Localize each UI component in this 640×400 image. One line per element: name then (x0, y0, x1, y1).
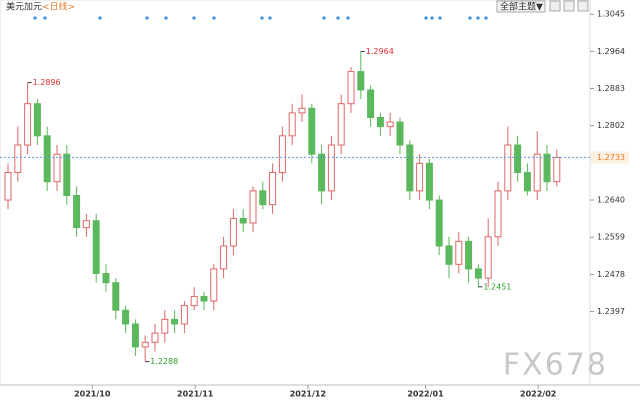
candle-body (200, 295, 208, 302)
x-tick-label: 2021/11 (177, 390, 214, 399)
period: <日线> (42, 1, 75, 13)
candle-body (543, 153, 551, 183)
candle-body (278, 135, 286, 174)
candle-body (318, 153, 326, 192)
event-dots (33, 16, 488, 20)
y-tick-label: 1.2559 (597, 233, 625, 242)
x-tick-label: 2022/01 (407, 390, 444, 399)
candle-body (396, 121, 404, 146)
candle-body (33, 103, 41, 137)
y-tick-label: 1.2640 (597, 196, 625, 205)
x-tick-label: 2021/10 (74, 390, 111, 399)
y-tick-label: 1.2478 (597, 270, 625, 279)
y-tick-label: 1.2802 (597, 121, 625, 130)
candle-body (523, 172, 531, 192)
candle-body (24, 103, 32, 146)
candle-body (347, 71, 355, 105)
candle-body (210, 268, 218, 302)
candle-body (474, 268, 482, 279)
candle-body (259, 190, 267, 206)
icon-button[interactable] (577, 0, 589, 12)
y-tick-label: 1.3045 (597, 10, 625, 19)
candle-body (376, 116, 384, 128)
candle-body (367, 89, 375, 118)
candle-body (416, 162, 424, 192)
candle-body (190, 295, 198, 307)
candle-body (484, 236, 492, 279)
candle-body (425, 162, 433, 201)
plot-area (0, 0, 591, 386)
watermark: FX678 (503, 348, 608, 383)
icon-button[interactable] (549, 0, 561, 12)
candle-body (504, 144, 512, 192)
x-tick-label: 2021/12 (290, 390, 326, 399)
candle-body (327, 144, 335, 192)
candle-body (151, 332, 159, 343)
candle-body (494, 190, 502, 238)
x-tick-label: 2022/02 (520, 390, 556, 399)
candle-body (82, 220, 90, 229)
icon-button[interactable] (563, 0, 575, 12)
candle-body (288, 112, 296, 137)
annotation-label: 1.2288 (150, 357, 178, 366)
candle-body (220, 245, 228, 270)
candle-body (92, 220, 100, 274)
candle-body (249, 190, 257, 224)
candle-body (435, 199, 443, 247)
theme-button[interactable] (496, 0, 546, 13)
candle-body (239, 217, 247, 224)
candle-body (14, 144, 22, 174)
theme-button-label[interactable]: 全部主题▼ (500, 1, 543, 13)
candle-body (386, 121, 394, 128)
candle-body (43, 135, 51, 183)
candle-body (4, 172, 12, 201)
current-price-box (591, 151, 629, 164)
candle-body (445, 245, 453, 265)
candle-body (102, 272, 110, 284)
candle-body (553, 156, 561, 183)
candle-body (269, 172, 277, 206)
y-tick-label: 1.2883 (597, 84, 625, 93)
title: 美元加元 (6, 1, 42, 13)
candle-body (131, 323, 139, 348)
y-tick-label: 1.2964 (597, 47, 625, 56)
annotation-label: 1.2896 (33, 78, 61, 87)
candle-body (122, 309, 130, 325)
current-price-label: 1.2733 (597, 153, 625, 162)
candle-body (455, 240, 463, 265)
candle-body (308, 107, 316, 155)
candle-body (161, 318, 169, 334)
candle-body (298, 107, 306, 114)
candle-body (112, 282, 120, 311)
candle-body (229, 217, 237, 247)
candle-body (180, 305, 188, 325)
candle-body (63, 153, 71, 196)
candle-body (171, 318, 179, 325)
candle-body (337, 103, 345, 146)
annotation-label: 1.2451 (483, 282, 511, 291)
candle-body (406, 144, 414, 192)
candle-body (533, 153, 541, 192)
candle-body (465, 240, 473, 270)
candle-body (73, 194, 81, 229)
candle-body (514, 144, 522, 174)
annotation-label: 1.2964 (366, 47, 394, 56)
candle-body (357, 71, 365, 91)
candle-body (53, 153, 61, 183)
y-tick-label: 1.2397 (597, 307, 625, 316)
candle-body (141, 341, 149, 348)
